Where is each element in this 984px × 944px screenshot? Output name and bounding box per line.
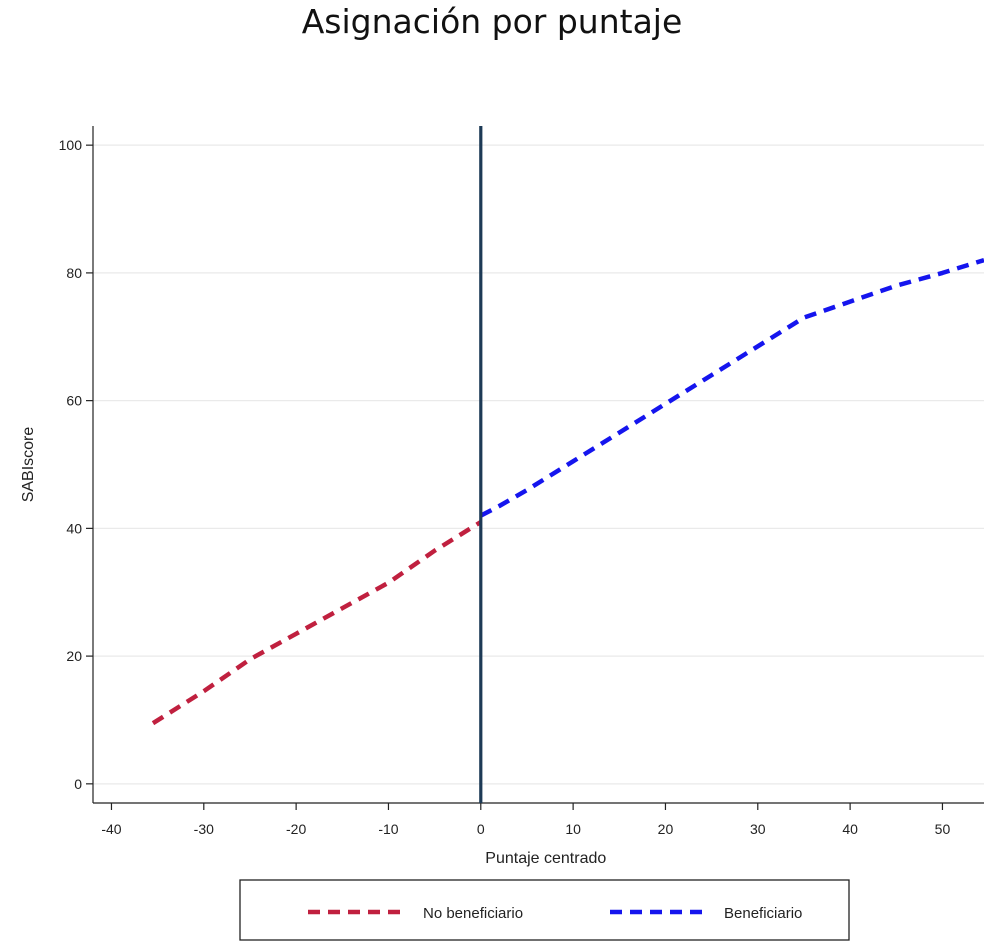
x-tick-label: 20 — [658, 821, 674, 837]
y-axis-label: SABIscore — [20, 427, 37, 503]
legend: No beneficiario Beneficiario — [239, 879, 850, 941]
series-line — [479, 257, 984, 518]
gridlines — [93, 144, 984, 785]
series-lines — [151, 257, 984, 726]
legend-entry-label: Beneficiario — [724, 905, 802, 922]
chart-title: Asignación por puntaje — [301, 2, 683, 41]
y-tick-label: 100 — [59, 137, 83, 153]
x-tick-label: 10 — [565, 821, 581, 837]
y-tick-label: 80 — [66, 265, 82, 281]
x-tick-label: -30 — [194, 821, 214, 837]
x-tick-label: 30 — [750, 821, 766, 837]
legend-entry-label: No beneficiario — [423, 905, 523, 922]
y-tick-label: 60 — [66, 393, 82, 409]
series-line — [151, 520, 482, 726]
x-tick-label: 50 — [935, 821, 951, 837]
y-tick-label: 0 — [74, 776, 82, 792]
axes: 0 20 40 60 80 100 -40 -30 -20 -10 0 10 20 30 40 50 — [59, 126, 984, 837]
legend-box — [239, 879, 850, 941]
y-tick-label: 20 — [66, 648, 82, 664]
x-tick-label: -10 — [378, 821, 398, 837]
y-tick-label: 40 — [66, 520, 82, 536]
x-tick-label: 0 — [477, 821, 485, 837]
x-axis-label: Puntaje centrado — [485, 850, 606, 867]
x-tick-label: -20 — [286, 821, 306, 837]
x-tick-label: 40 — [842, 821, 858, 837]
x-tick-label: -40 — [101, 821, 121, 837]
